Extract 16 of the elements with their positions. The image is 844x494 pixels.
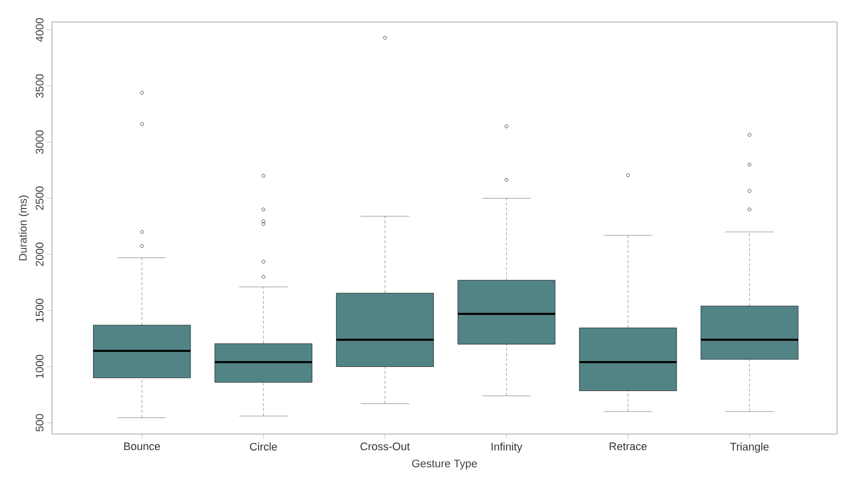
y-axis-title: Duration (ms) <box>18 196 29 260</box>
y-tick-label: 3000 <box>36 130 44 154</box>
x-axis-title: Gesture Type <box>412 460 477 470</box>
x-tick-label: Circle <box>250 442 277 451</box>
y-tick-label: 1500 <box>36 298 44 322</box>
x-tick-label: Triangle <box>730 442 769 453</box>
x-tick-label: Cross-Out <box>360 442 410 450</box>
y-tick-label: 1000 <box>36 354 44 378</box>
y-tick-label: 2000 <box>36 242 44 266</box>
x-tick-label: Infinity <box>492 442 522 453</box>
y-tick-label: 3500 <box>36 74 44 98</box>
x-tick-label: Bounce <box>124 442 160 450</box>
x-tick-label: Retrace <box>610 442 647 450</box>
y-tick-label: 500 <box>36 414 44 432</box>
y-tick-label: 4000 <box>36 18 44 42</box>
y-tick-label: 2500 <box>36 186 44 210</box>
